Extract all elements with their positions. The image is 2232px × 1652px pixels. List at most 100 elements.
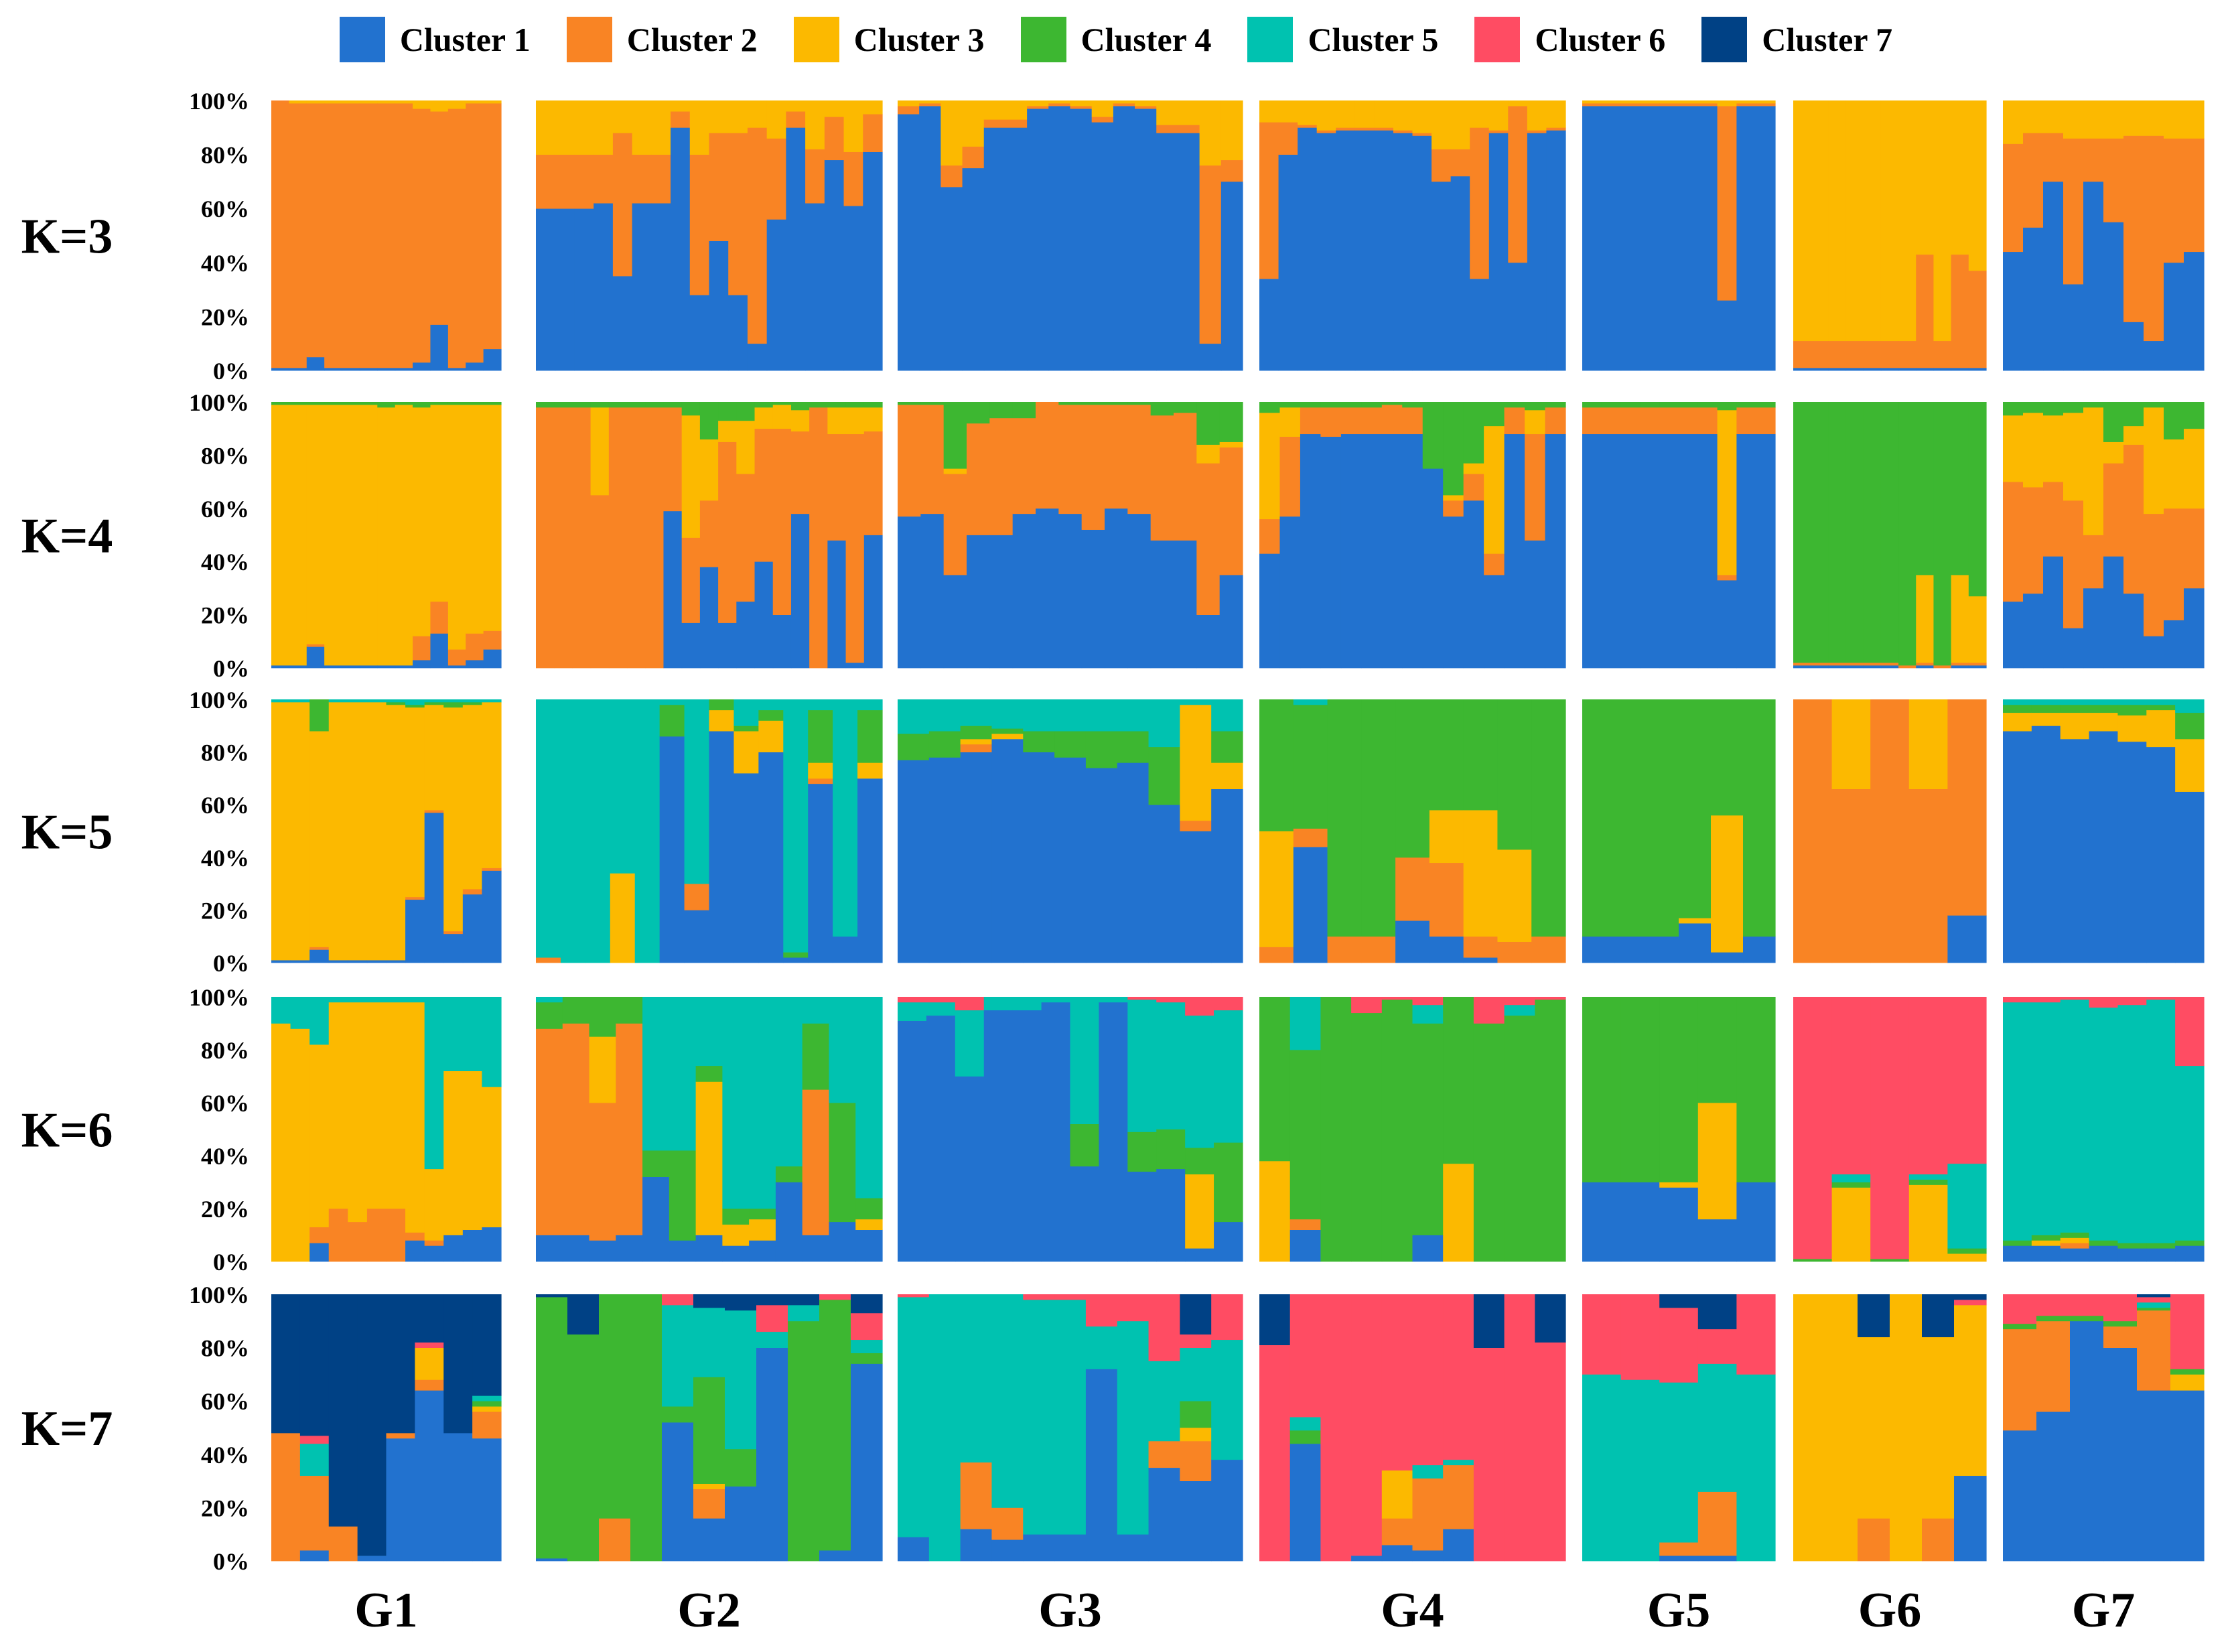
bar-segment xyxy=(415,1294,444,1343)
bar-segment xyxy=(1743,699,1776,937)
bar-segment xyxy=(863,151,883,371)
bar-segment xyxy=(1185,1148,1214,1175)
bar-segment xyxy=(1351,1294,1383,1556)
bar-segment xyxy=(289,665,307,669)
bar-segment xyxy=(898,699,930,734)
bar-segment xyxy=(1793,699,1833,963)
bar-segment xyxy=(483,649,502,669)
bar-segment xyxy=(1863,402,1882,663)
group-label: G5 xyxy=(1647,1583,1711,1638)
bar-segment xyxy=(1012,417,1036,514)
bar-segment xyxy=(1054,757,1087,963)
bar-segment xyxy=(845,663,865,669)
bar-segment xyxy=(290,960,310,963)
bar-segment xyxy=(808,709,833,763)
bar-segment xyxy=(786,100,806,112)
bar-segment xyxy=(324,402,343,405)
bar-segment xyxy=(2043,133,2064,182)
bar-segment xyxy=(1933,340,1952,368)
bar-segment xyxy=(443,997,464,1071)
legend-swatch xyxy=(566,17,612,62)
bar-segment xyxy=(1531,936,1566,963)
bar-segment xyxy=(651,100,671,155)
bar-segment xyxy=(1870,699,1910,963)
bar-segment xyxy=(1012,513,1036,669)
bar-segment xyxy=(1211,731,1243,763)
bar-segment xyxy=(271,402,289,405)
bar-segment xyxy=(1135,106,1157,109)
bar-segment xyxy=(2031,712,2061,726)
bar-segment xyxy=(2117,1004,2147,1243)
bar-segment xyxy=(805,149,825,204)
bar-segment xyxy=(898,100,920,107)
bar-segment xyxy=(632,203,652,371)
bar-segment xyxy=(324,100,343,104)
bar-segment xyxy=(443,1432,473,1562)
bar-segment xyxy=(1412,1004,1444,1024)
bar-segment xyxy=(2060,712,2090,740)
bar-segment xyxy=(758,752,784,963)
bar-segment xyxy=(1117,699,1149,732)
bar-segment xyxy=(1908,699,1948,790)
y-tick-label: 80% xyxy=(201,442,249,469)
bar-segment xyxy=(2063,500,2084,628)
bar-segment xyxy=(1320,997,1352,1262)
bar-segment xyxy=(1697,997,1737,1103)
bar-segment xyxy=(1156,1129,1186,1170)
bar-segment xyxy=(430,633,449,669)
bar-segment xyxy=(306,404,325,644)
bar-segment xyxy=(1259,947,1294,963)
bar-segment xyxy=(1659,1307,1699,1383)
bar-segment xyxy=(1443,1294,1474,1460)
bar-segment xyxy=(855,1219,883,1230)
bar-segment xyxy=(693,1483,725,1489)
bar-segment xyxy=(843,151,863,206)
bar-segment xyxy=(1174,412,1197,541)
bar-segment xyxy=(1470,127,1490,279)
bar-segment xyxy=(366,699,387,703)
bar-segment xyxy=(1381,433,1403,669)
bar-segment xyxy=(2137,1294,2171,1298)
bar-segment xyxy=(928,757,961,963)
bar-segment xyxy=(632,154,652,204)
bar-segment xyxy=(736,601,756,669)
bar-segment xyxy=(2164,508,2184,620)
bar-segment xyxy=(1070,106,1093,109)
bar-segment xyxy=(1259,1160,1291,1262)
bar-segment xyxy=(608,407,628,669)
bar-segment xyxy=(1527,130,1547,133)
bar-segment xyxy=(413,362,431,371)
bar-segment xyxy=(1697,100,1718,104)
bar-segment xyxy=(413,402,431,408)
bar-segment xyxy=(2123,402,2144,427)
bar-segment xyxy=(1679,402,1699,408)
bar-segment xyxy=(1463,463,1484,474)
bar-segment xyxy=(967,402,990,424)
bar-segment xyxy=(424,1240,444,1246)
bar-segment xyxy=(348,960,368,963)
legend-item: Cluster 4 xyxy=(1020,17,1211,62)
bar-segment xyxy=(2083,588,2104,669)
bar-segment xyxy=(1135,100,1157,107)
bar-segment xyxy=(430,100,449,112)
bar-segment xyxy=(1336,127,1356,131)
bar-segment xyxy=(802,997,830,1024)
bar-segment xyxy=(447,100,466,109)
bar-segment xyxy=(2036,1315,2071,1322)
bar-segment xyxy=(1196,402,1220,445)
bar-segment xyxy=(2043,415,2064,482)
bar-segment xyxy=(1289,1219,1321,1230)
bar-segment xyxy=(1968,665,1987,669)
bar-segment xyxy=(2103,222,2124,371)
bar-segment xyxy=(1697,1363,1737,1492)
bar-segment xyxy=(1659,1382,1699,1543)
bar-segment xyxy=(1293,847,1328,963)
bar-segment xyxy=(786,127,806,371)
panel-G6-k4 xyxy=(1793,402,1987,669)
bar-segment xyxy=(309,1227,330,1243)
bar-segment xyxy=(2146,704,2176,711)
bar-segment xyxy=(843,206,863,371)
legend-item: Cluster 6 xyxy=(1474,17,1665,62)
bar-segment xyxy=(684,884,710,910)
bar-segment xyxy=(1880,340,1899,368)
